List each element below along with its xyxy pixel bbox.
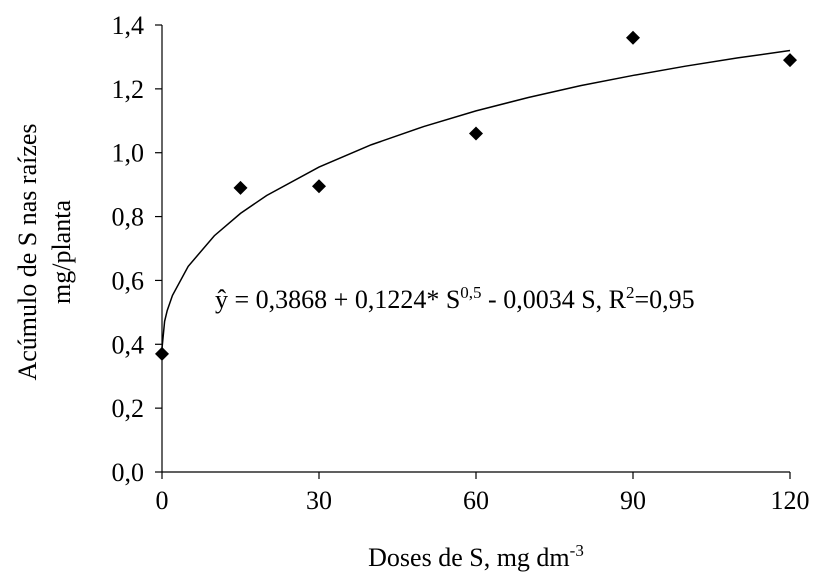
annotation-superscript: 0,5 xyxy=(460,283,481,302)
y-tick-label: 1,4 xyxy=(112,11,145,40)
fit-curve xyxy=(161,49,791,349)
y-tick-label: 0,2 xyxy=(112,394,145,423)
y-tick-label: 1,0 xyxy=(112,139,145,168)
x-tick-label: 30 xyxy=(306,486,332,515)
x-tick-label: 0 xyxy=(156,486,169,515)
annotation-text: =0,95 xyxy=(635,285,695,314)
y-tick-label: 0,6 xyxy=(112,266,145,295)
data-point xyxy=(469,126,483,141)
data-point xyxy=(626,30,640,45)
annotation-superscript: 2 xyxy=(626,283,635,302)
x-tick-label: 90 xyxy=(620,486,646,515)
x-tick-label: 120 xyxy=(771,486,810,515)
y-tick-label: 0,4 xyxy=(112,330,145,359)
x-axis-label-superscript: -3 xyxy=(570,541,584,560)
y-tick-label: 0,0 xyxy=(112,458,145,487)
data-point xyxy=(155,346,169,361)
x-tick-label: 60 xyxy=(463,486,489,515)
x-axis-label-text: Doses de S, mg dm xyxy=(368,543,570,572)
y-tick-label: 1,2 xyxy=(112,75,145,104)
data-point xyxy=(783,53,797,68)
y-tick-label: 0,8 xyxy=(112,203,145,232)
y-axis-label: mg/planta xyxy=(47,200,76,304)
data-point xyxy=(233,180,248,195)
y-axis-label: Acúmulo de S nas raízes xyxy=(13,123,42,380)
annotation-text: - 0,0034 S, R xyxy=(482,285,627,314)
x-axis-label: Doses de S, mg dm-3 xyxy=(368,541,584,572)
data-point xyxy=(312,179,326,194)
annotation-text: ŷ = 0,3868 + 0,1224* S xyxy=(215,285,460,314)
annotation: ŷ = 0,3868 + 0,1224* S0,5 - 0,0034 S, R2… xyxy=(215,283,695,314)
